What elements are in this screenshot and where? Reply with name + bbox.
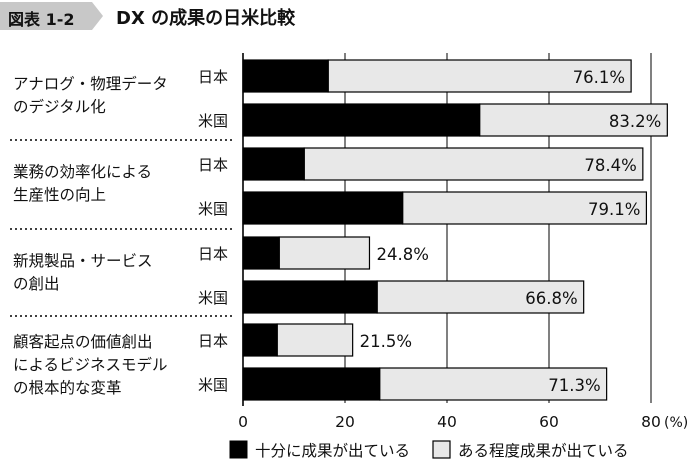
chart-title: DX の成果の日米比較 <box>116 8 296 29</box>
bar-full-2-1 <box>242 147 305 181</box>
country-label-3-1: 日本 <box>198 245 228 263</box>
category-label-3-line-2: の創出 <box>13 275 60 293</box>
x-tick-label-60: 60 <box>539 413 559 431</box>
bar-partial-3-2 <box>376 280 585 314</box>
category-label-2-line-2: 生産性の向上 <box>13 186 106 204</box>
country-label-1-2: 米国 <box>198 112 228 130</box>
data-label-3-2: 66.8% <box>525 289 577 308</box>
bar-full-4-1 <box>242 323 278 357</box>
category-label-1-line-1: アナログ・物理データ <box>13 74 168 93</box>
data-label-4-2: 71.3% <box>548 376 600 395</box>
country-label-4-2: 米国 <box>198 376 228 394</box>
x-tick-label-40: 40 <box>437 413 457 431</box>
bar-full-3-1 <box>242 236 280 270</box>
x-tick-label-20: 20 <box>335 413 355 431</box>
figure-tag-label: 図表 1-2 <box>8 10 75 29</box>
legend-swatch-full <box>229 440 248 459</box>
bar-full-1-2 <box>242 103 481 137</box>
category-label-4-line-3: の根本的な変革 <box>13 379 122 397</box>
category-label-4-line-1: 顧客起点の価値創出 <box>13 333 153 351</box>
country-label-1-1: 日本 <box>198 68 228 86</box>
x-tick-label-0: 0 <box>238 413 248 431</box>
data-label-4-1: 21.5% <box>360 332 412 351</box>
bar-full-2-2 <box>242 191 404 225</box>
legend-swatch-partial <box>432 440 451 459</box>
data-label-1-2: 83.2% <box>609 112 661 131</box>
data-label-3-1: 24.8% <box>376 245 428 264</box>
data-label-1-1: 76.1% <box>573 68 625 87</box>
bar-partial-1-1 <box>327 59 632 93</box>
figure-tag: 図表 1-2 <box>0 2 103 30</box>
bar-partial-2-1 <box>303 147 644 181</box>
country-label-4-1: 日本 <box>198 332 228 350</box>
category-label-3-line-1: 新規製品・サービス <box>13 252 153 270</box>
category-label-2-line-1: 業務の効率化による <box>13 163 152 181</box>
country-label-3-2: 米国 <box>198 289 228 307</box>
figure-tag-shape <box>0 2 103 30</box>
category-label-4-line-2: によるビジネスモデル <box>13 355 168 374</box>
legend-label-partial: ある程度成果が出ている <box>458 442 629 460</box>
bar-full-3-2 <box>242 280 378 314</box>
data-label-2-2: 79.1% <box>588 200 640 219</box>
bar-full-1-1 <box>242 59 329 93</box>
x-tick-label-80: 80 <box>641 413 661 431</box>
bar-partial-4-2 <box>379 367 608 401</box>
legend-label-full: 十分に成果が出ている <box>255 442 410 460</box>
country-label-2-1: 日本 <box>198 156 228 174</box>
x-unit-label: (%) <box>664 415 688 431</box>
bar-partial-2-2 <box>402 191 648 225</box>
bar-partial-3-1 <box>278 236 371 270</box>
bar-full-4-2 <box>242 367 381 401</box>
data-label-2-1: 78.4% <box>584 156 636 175</box>
country-label-2-2: 米国 <box>198 200 228 218</box>
category-label-1-line-2: のデジタル化 <box>13 97 106 116</box>
figure-header: 図表 1-2 DX の成果の日米比較 <box>0 0 690 34</box>
bar-partial-4-1 <box>276 323 354 357</box>
